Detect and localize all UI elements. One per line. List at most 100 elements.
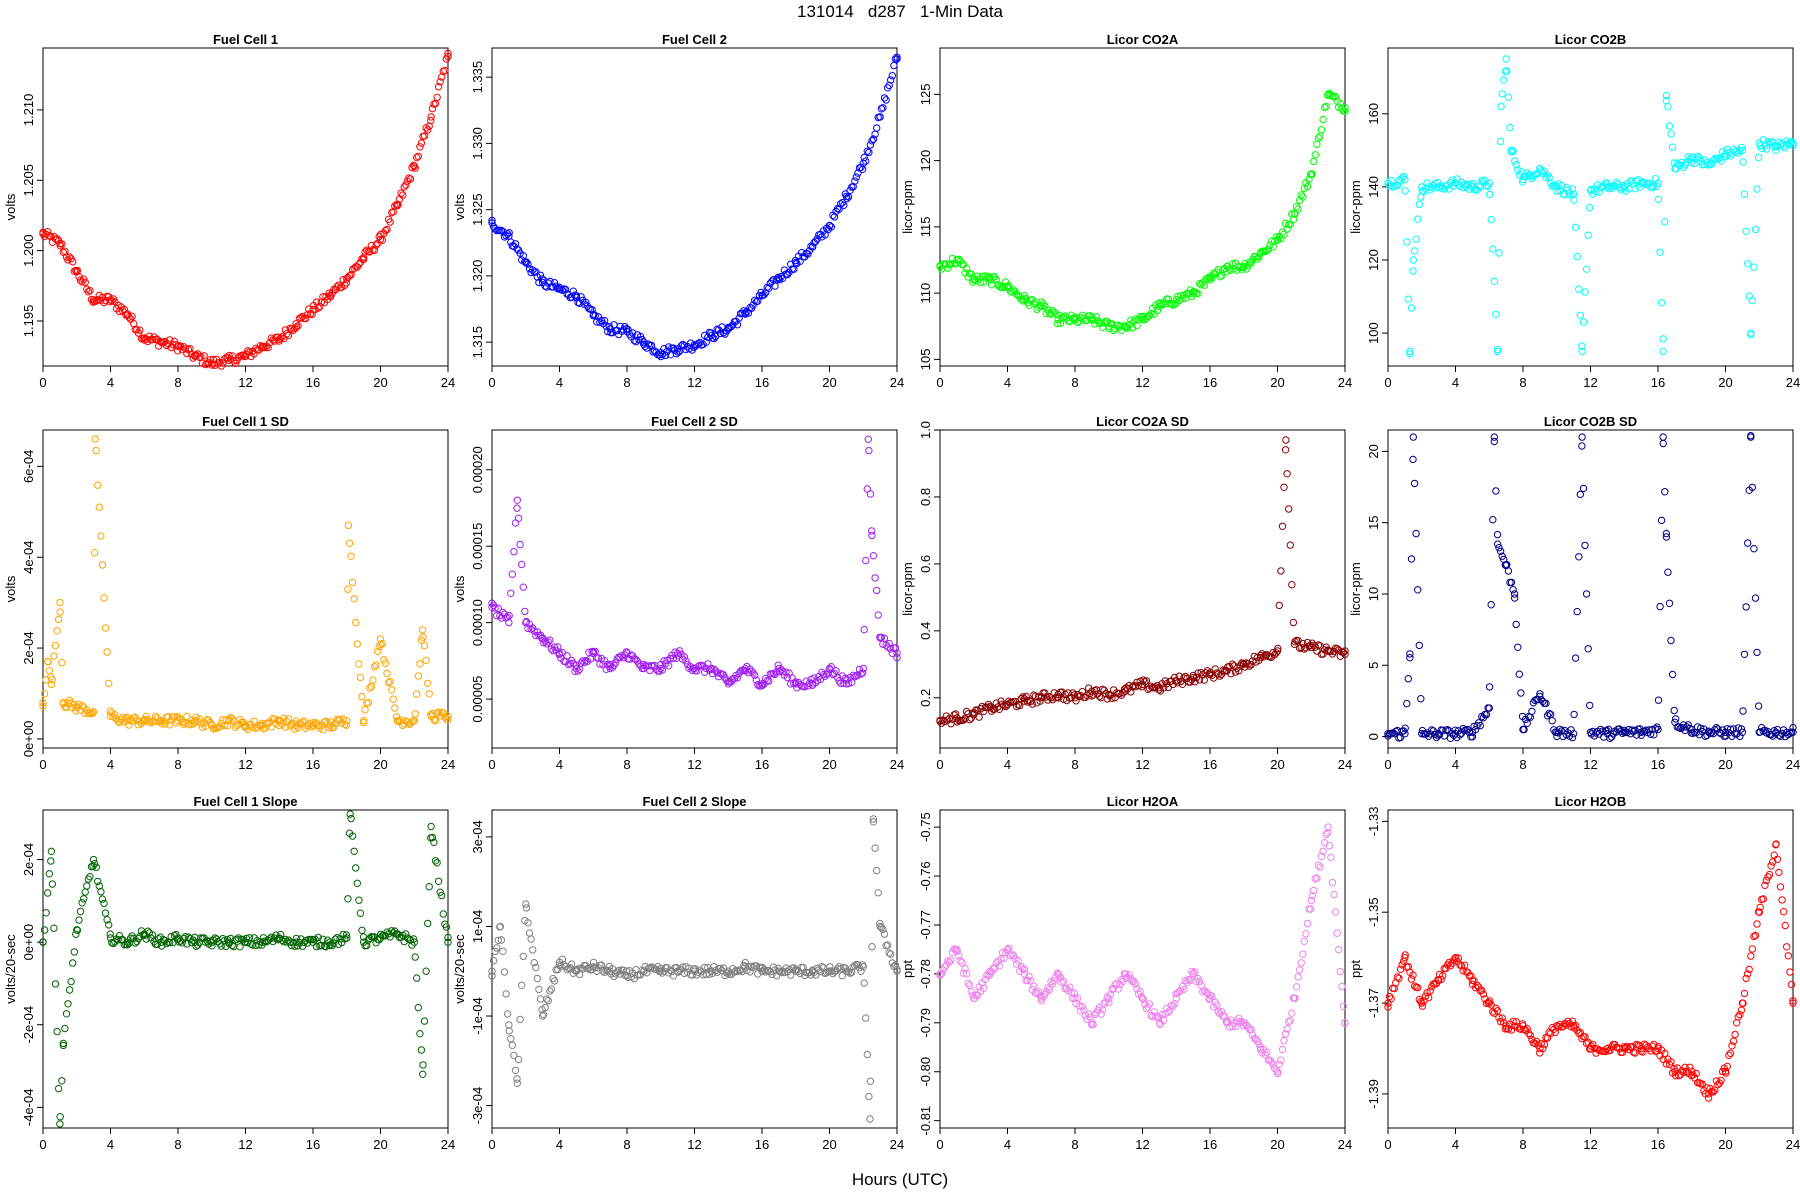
- data-point: [424, 919, 432, 928]
- data-point: [1281, 446, 1290, 454]
- panel-4: Licor CO2B licor-ppm 0 4 8 12 16 20 24 100 120 140 1…: [1348, 32, 1800, 390]
- data-point: [1184, 975, 1193, 984]
- data-point: [1548, 717, 1556, 725]
- data-point: [782, 668, 790, 676]
- data-point: [1330, 890, 1338, 899]
- data-point: [622, 325, 631, 333]
- data-point: [893, 967, 901, 975]
- data-point: [1485, 704, 1494, 712]
- data-point: [59, 698, 67, 707]
- y-tick-label: -4e-04: [21, 1089, 36, 1127]
- data-point: [1097, 1010, 1105, 1018]
- data-point: [58, 658, 66, 667]
- data-point: [174, 342, 182, 350]
- data-point: [1296, 966, 1304, 974]
- data-point: [134, 934, 143, 943]
- data-point: [53, 1027, 61, 1036]
- x-tick-label: 4: [1452, 375, 1459, 390]
- data-point: [428, 833, 437, 842]
- data-point: [1275, 1060, 1284, 1069]
- series-points: [39, 810, 452, 1128]
- data-point: [525, 929, 534, 937]
- data-point: [208, 938, 216, 946]
- data-point: [1412, 529, 1420, 538]
- data-point: [81, 278, 89, 286]
- data-point: [1540, 1040, 1549, 1049]
- data-point: [242, 934, 251, 943]
- data-point: [148, 931, 157, 939]
- x-tick-label: 0: [488, 757, 495, 772]
- data-point: [658, 666, 667, 674]
- data-point: [1744, 260, 1752, 268]
- y-tick-label: 0.00010: [470, 599, 485, 646]
- x-tick-label: 4: [556, 375, 563, 390]
- data-point: [1197, 281, 1205, 289]
- data-point: [1662, 529, 1671, 538]
- data-point: [1310, 886, 1318, 895]
- y-tick-label: 105: [918, 349, 933, 371]
- data-point: [775, 967, 783, 975]
- data-point: [183, 712, 191, 720]
- data-point: [1568, 733, 1577, 742]
- data-point: [103, 648, 111, 656]
- data-point: [1506, 123, 1514, 132]
- data-point: [491, 947, 499, 956]
- data-point: [751, 296, 759, 304]
- data-point: [550, 977, 559, 985]
- data-point: [314, 933, 322, 942]
- panel-title: Fuel Cell 2 Slope: [642, 794, 746, 809]
- data-point: [355, 260, 363, 268]
- data-point: [1659, 347, 1667, 356]
- data-point: [1704, 1090, 1713, 1098]
- data-point: [1493, 1007, 1502, 1015]
- data-point: [56, 608, 64, 616]
- data-point: [775, 274, 783, 283]
- data-point: [56, 239, 64, 248]
- y-tick-label: 0.00005: [470, 676, 485, 723]
- data-point: [1121, 687, 1130, 695]
- data-point: [1579, 484, 1588, 493]
- data-point: [1502, 561, 1510, 570]
- data-point: [1515, 670, 1524, 678]
- data-point: [536, 995, 545, 1003]
- y-tick-label: 0e+00: [21, 721, 36, 758]
- panel-8: Licor CO2B SD licor-ppm 0 4 8 12 16 20 24 0 5 10 15 2…: [1348, 414, 1800, 772]
- data-point: [1059, 977, 1068, 985]
- data-point: [1319, 115, 1327, 124]
- y-tick-label: 0.6: [918, 555, 933, 573]
- data-point: [538, 634, 547, 642]
- data-point: [174, 934, 182, 942]
- data-point: [381, 226, 390, 235]
- data-point: [1657, 299, 1666, 307]
- data-point: [393, 717, 402, 725]
- data-point: [1783, 943, 1791, 951]
- data-point: [1742, 603, 1750, 611]
- data-point: [958, 959, 966, 967]
- data-point: [888, 72, 896, 80]
- x-tick-label: 24: [441, 375, 455, 390]
- y-tick-label: 115: [918, 217, 933, 238]
- data-point: [1578, 433, 1586, 441]
- data-point: [378, 639, 386, 648]
- data-point: [1195, 977, 1204, 986]
- data-point: [775, 664, 783, 673]
- data-point: [1414, 215, 1422, 223]
- data-point: [1036, 697, 1044, 705]
- data-point: [1532, 1037, 1541, 1046]
- y-tick-label: -0.81: [918, 1106, 933, 1136]
- data-point: [887, 76, 895, 84]
- data-point: [1495, 249, 1503, 257]
- data-point: [1767, 862, 1775, 870]
- data-point: [1253, 255, 1262, 263]
- data-point: [529, 946, 537, 954]
- data-point: [1575, 285, 1583, 293]
- data-point: [563, 652, 571, 660]
- data-point: [1088, 315, 1096, 324]
- series-points: [39, 435, 452, 734]
- data-point: [92, 863, 100, 871]
- data-point: [961, 965, 969, 973]
- data-point: [1489, 516, 1497, 524]
- data-point: [275, 717, 283, 725]
- data-point: [488, 972, 496, 980]
- data-point: [758, 680, 766, 688]
